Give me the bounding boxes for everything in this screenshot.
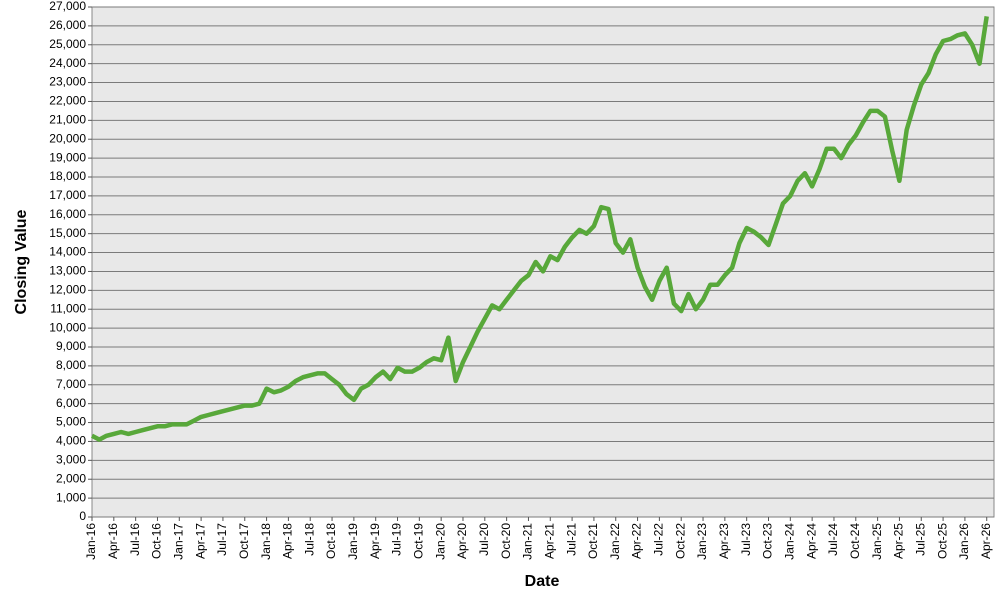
y-tick-label: 17,000 [49, 188, 86, 202]
y-tick-label: 12,000 [49, 283, 86, 297]
x-tick-label: Apr-16 [106, 523, 120, 559]
y-tick-label: 3,000 [56, 453, 86, 467]
x-tick-label: Apr-19 [368, 523, 382, 559]
x-tick-label: Jul-16 [128, 523, 142, 556]
x-tick-label: Jan-23 [695, 523, 709, 560]
y-tick-label: 21,000 [49, 113, 86, 127]
y-tick-label: 20,000 [49, 131, 86, 145]
y-tick-label: 14,000 [49, 245, 86, 259]
x-tick-label: Apr-17 [193, 523, 207, 559]
y-tick-label: 5,000 [56, 415, 86, 429]
x-tick-label: Jul-19 [390, 523, 404, 556]
x-tick-label: Apr-26 [979, 523, 993, 559]
y-tick-label: 16,000 [49, 207, 86, 221]
x-tick-label: Jul-24 [826, 523, 840, 556]
x-tick-label: Apr-20 [455, 523, 469, 559]
x-tick-label: Jan-17 [171, 523, 185, 560]
x-tick-label: Jul-17 [215, 523, 229, 556]
x-tick-label: Oct-24 [848, 523, 862, 559]
y-tick-label: 24,000 [49, 56, 86, 70]
y-tick-label: 22,000 [49, 94, 86, 108]
x-tick-label: Jan-22 [608, 523, 622, 560]
x-tick-label: Apr-22 [630, 523, 644, 559]
x-tick-label: Oct-22 [673, 523, 687, 559]
x-tick-label: Jan-20 [433, 523, 447, 560]
x-tick-label: Jan-26 [957, 523, 971, 560]
x-tick-label: Jan-24 [782, 523, 796, 560]
x-tick-label: Apr-25 [892, 523, 906, 559]
y-tick-label: 0 [79, 509, 86, 523]
x-tick-label: Oct-19 [412, 523, 426, 559]
y-tick-label: 2,000 [56, 471, 86, 485]
y-tick-label: 15,000 [49, 226, 86, 240]
x-tick-label: Oct-23 [761, 523, 775, 559]
y-tick-label: 9,000 [56, 339, 86, 353]
x-tick-label: Oct-16 [150, 523, 164, 559]
x-tick-label: Oct-21 [586, 523, 600, 559]
y-tick-label: 1,000 [56, 490, 86, 504]
x-tick-label: Apr-21 [542, 523, 556, 559]
y-tick-label: 8,000 [56, 358, 86, 372]
x-tick-label: Oct-25 [935, 523, 949, 559]
x-tick-label: Jan-19 [346, 523, 360, 560]
data-line [90, 16, 989, 442]
x-tick-label: Jul-23 [739, 523, 753, 556]
y-axis-title: Closing Value [13, 209, 30, 314]
x-tick-label: Apr-18 [281, 523, 295, 559]
x-tick-label: Jul-18 [302, 523, 316, 556]
x-tick-label: Jan-21 [521, 523, 535, 560]
x-tick-label: Oct-17 [237, 523, 251, 559]
y-tick-label: 18,000 [49, 169, 86, 183]
x-axis-title: Date [525, 573, 560, 590]
x-tick-label: Jul-21 [564, 523, 578, 556]
y-tick-label: 26,000 [49, 18, 86, 32]
x-tick-label: Apr-23 [717, 523, 731, 559]
x-tick-label: Jul-22 [652, 523, 666, 556]
x-tick-label: Jul-25 [913, 523, 927, 556]
y-tick-label: 6,000 [56, 396, 86, 410]
y-tick-label: 27,000 [49, 0, 86, 13]
y-tick-label: 25,000 [49, 37, 86, 51]
y-tick-label: 13,000 [49, 264, 86, 278]
y-tick-label: 11,000 [50, 301, 86, 315]
x-tick-label: Oct-18 [324, 523, 338, 559]
x-tick-label: Jan-25 [870, 523, 884, 560]
plot-area [91, 6, 995, 518]
x-tick-label: Oct-20 [499, 523, 513, 559]
y-tick-label: 23,000 [49, 75, 86, 89]
x-tick-label: Jan-16 [84, 523, 98, 560]
y-tick-label: 4,000 [56, 434, 86, 448]
y-tick-label: 10,000 [49, 320, 86, 334]
y-tick-label: 19,000 [49, 150, 86, 164]
x-tick-label: Apr-24 [804, 523, 818, 559]
x-tick-label: Jan-18 [259, 523, 273, 560]
x-tick-label: Jul-20 [477, 523, 491, 556]
y-tick-label: 7,000 [56, 377, 86, 391]
